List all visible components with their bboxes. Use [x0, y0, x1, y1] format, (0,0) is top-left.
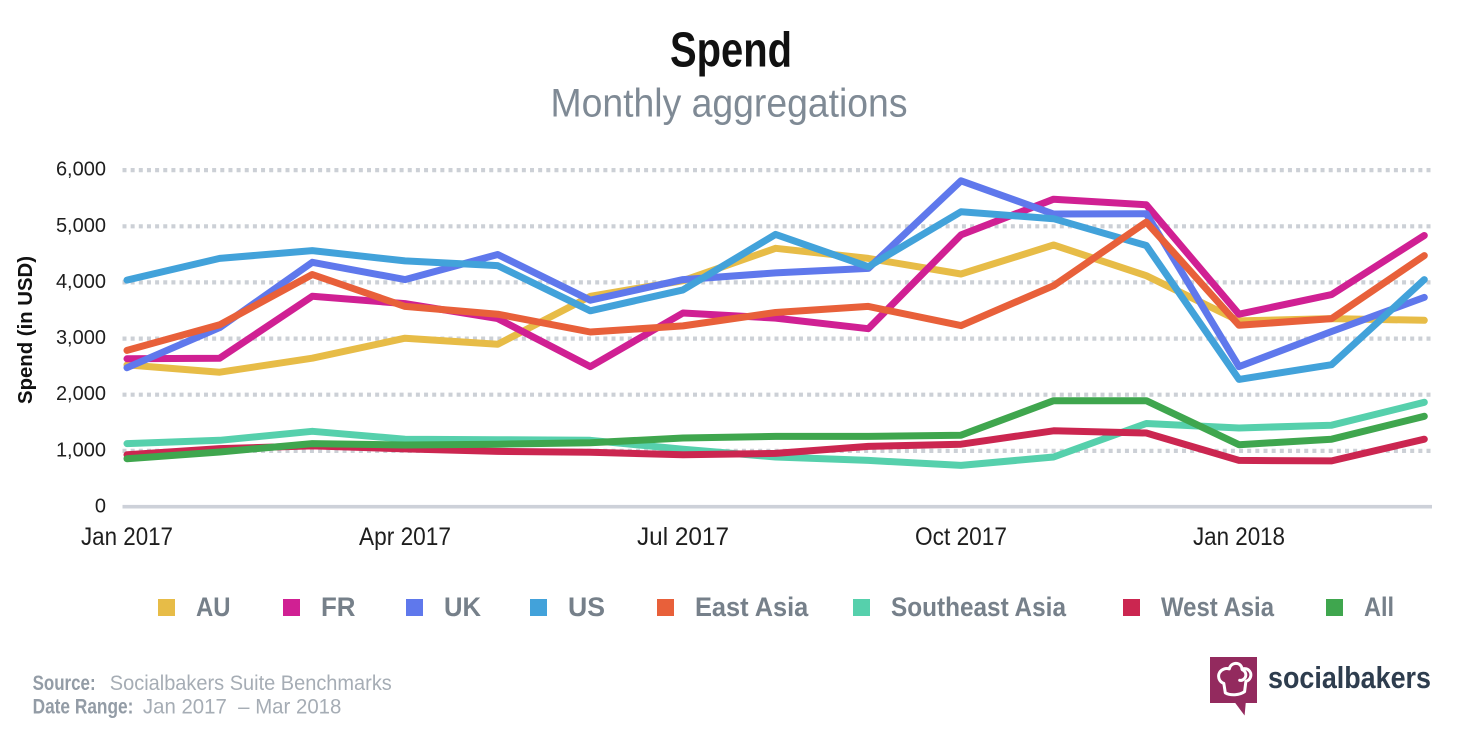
- svg-text:Socialbakers Suite Benchmarks: Socialbakers Suite Benchmarks: [110, 671, 392, 695]
- svg-text:Date Range:: Date Range:: [33, 695, 134, 719]
- svg-text:East Asia: East Asia: [695, 592, 809, 622]
- svg-text:socialbakers: socialbakers: [1268, 660, 1431, 695]
- svg-text:Jul 2017: Jul 2017: [637, 523, 729, 551]
- svg-text:Jan 2017: Jan 2017: [81, 523, 173, 551]
- svg-text:5,000: 5,000: [56, 215, 106, 237]
- svg-text:6,000: 6,000: [56, 159, 106, 181]
- svg-text:0: 0: [95, 496, 106, 518]
- svg-text:Monthly aggregations: Monthly aggregations: [551, 81, 908, 125]
- svg-text:4,000: 4,000: [56, 271, 106, 293]
- svg-text:Southeast Asia: Southeast Asia: [891, 592, 1067, 622]
- svg-text:1,000: 1,000: [56, 439, 106, 461]
- svg-text:Source:: Source:: [33, 671, 96, 695]
- svg-text:West Asia: West Asia: [1161, 592, 1275, 622]
- svg-text:UK: UK: [444, 592, 481, 622]
- svg-text:3,000: 3,000: [56, 327, 106, 349]
- svg-text:Spend: Spend: [670, 24, 792, 78]
- svg-text:AU: AU: [196, 592, 231, 622]
- svg-text:All: All: [1364, 592, 1394, 622]
- svg-text:2,000: 2,000: [56, 383, 106, 405]
- svg-text:Jan 2017 – Mar 2018: Jan 2017 – Mar 2018: [143, 695, 342, 719]
- svg-text:Apr 2017: Apr 2017: [359, 523, 451, 551]
- svg-text:FR: FR: [321, 592, 356, 622]
- svg-text:Jan 2018: Jan 2018: [1193, 523, 1285, 551]
- svg-text:Oct 2017: Oct 2017: [915, 523, 1007, 551]
- svg-text:Spend (in USD): Spend (in USD): [15, 256, 37, 404]
- svg-text:US: US: [568, 592, 605, 622]
